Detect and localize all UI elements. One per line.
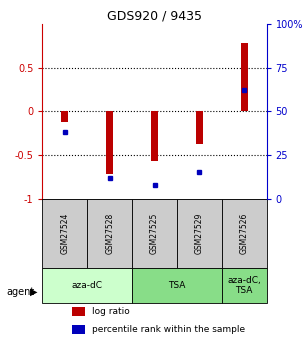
FancyBboxPatch shape	[42, 199, 87, 268]
Text: GSM27528: GSM27528	[105, 213, 114, 254]
FancyBboxPatch shape	[87, 199, 132, 268]
Text: agent: agent	[6, 287, 34, 296]
Title: GDS920 / 9435: GDS920 / 9435	[107, 10, 202, 23]
Bar	[196, 111, 203, 145]
Bar	[72, 325, 85, 334]
FancyBboxPatch shape	[222, 199, 267, 268]
Text: GSM27526: GSM27526	[240, 213, 249, 254]
FancyBboxPatch shape	[42, 268, 132, 303]
Text: ▶: ▶	[30, 287, 38, 296]
Text: GSM27524: GSM27524	[60, 213, 69, 254]
Bar	[72, 307, 85, 316]
Text: GSM27525: GSM27525	[150, 213, 159, 254]
Text: aza-dC: aza-dC	[72, 281, 103, 290]
Text: GSM27529: GSM27529	[195, 213, 204, 254]
FancyBboxPatch shape	[177, 199, 222, 268]
Text: percentile rank within the sample: percentile rank within the sample	[92, 325, 245, 334]
FancyBboxPatch shape	[222, 268, 267, 303]
Text: aza-dC,
TSA: aza-dC, TSA	[227, 276, 261, 295]
Text: TSA: TSA	[168, 281, 186, 290]
Bar	[241, 43, 248, 111]
FancyBboxPatch shape	[132, 199, 177, 268]
FancyBboxPatch shape	[132, 268, 222, 303]
Bar	[62, 111, 68, 122]
Bar	[106, 111, 113, 174]
Bar	[151, 111, 158, 161]
Text: log ratio: log ratio	[92, 307, 129, 316]
